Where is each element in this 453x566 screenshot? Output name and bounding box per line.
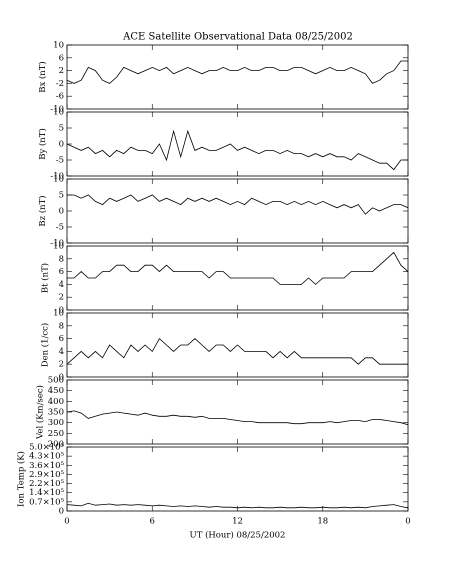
y-axis-label: By (nT) <box>37 128 48 160</box>
y-tick-label: 10 <box>53 242 64 252</box>
y-tick-label: 5.0×10⁵ <box>29 443 64 453</box>
y-axis-label: Vel (Km/sec) <box>34 385 45 440</box>
y-tick-label: 8 <box>59 254 64 264</box>
panel-frame <box>66 178 409 244</box>
panel-frame <box>66 44 409 110</box>
y-tick-label: 2 <box>59 66 64 76</box>
y-tick-label: 6 <box>59 267 64 277</box>
y-axis-label: Bt (nT) <box>40 263 51 293</box>
x-tick-label: 18 <box>317 517 328 527</box>
y-tick-label: 0 <box>59 373 64 383</box>
y-tick-label: 450 <box>48 386 64 396</box>
y-tick-label: 10 <box>53 309 64 319</box>
y-tick-label: 6 <box>59 53 64 63</box>
y-tick-label: 0 <box>59 207 64 217</box>
y-tick-label: -5 <box>56 223 64 233</box>
y-tick-label: 2 <box>59 360 64 370</box>
data-line <box>66 337 408 365</box>
x-tick-label: 0 <box>64 517 69 527</box>
y-tick-label: 10 <box>53 41 64 51</box>
y-tick-label: 500 <box>48 376 64 386</box>
y-tick-label: 4 <box>59 347 64 357</box>
y-tick-label: 0 <box>59 140 64 150</box>
y-tick-label: 4 <box>59 280 64 290</box>
y-tick-label: 1.4×10⁵ <box>29 488 64 498</box>
y-tick-label: 250 <box>48 429 64 439</box>
y-tick-label: -6 <box>56 92 64 102</box>
y-tick-label: 10 <box>53 108 64 118</box>
x-tick-label: 6 <box>150 517 155 527</box>
data-line <box>66 502 409 509</box>
y-tick-label: 5 <box>59 191 64 201</box>
y-tick-label: 6 <box>59 334 64 344</box>
x-tick-label: 0 <box>405 517 410 527</box>
y-tick-label: 3.6×10⁵ <box>29 461 64 471</box>
x-tick-label: 12 <box>232 517 243 527</box>
y-tick-label: 0 <box>59 507 64 517</box>
y-axis-label: Den (1/cc) <box>40 323 51 367</box>
y-tick-label: 10 <box>53 175 64 185</box>
data-line <box>67 251 409 285</box>
y-tick-label: 300 <box>48 418 64 428</box>
y-tick-label: 400 <box>48 397 64 407</box>
y-tick-label: -10 <box>50 105 64 115</box>
y-tick-label: -10 <box>50 239 64 249</box>
y-axis-label: Ion Temp (K) <box>16 451 27 507</box>
data-line <box>66 60 408 84</box>
data-line <box>66 410 409 426</box>
panel-frame <box>66 446 409 512</box>
y-tick-label: -5 <box>56 156 64 166</box>
y-tick-label: 350 <box>48 408 64 418</box>
y-tick-label: -2 <box>56 79 64 89</box>
y-tick-label: 200 <box>48 440 64 450</box>
y-tick-label: 5 <box>59 124 64 134</box>
data-line <box>67 194 409 215</box>
y-tick-label: 2.2×10⁵ <box>29 479 64 489</box>
y-tick-label: 2 <box>59 293 64 303</box>
y-tick-label: -10 <box>50 172 64 182</box>
y-tick-label: 8 <box>59 321 64 331</box>
chart-title: ACE Satellite Observational Data 08/25/2… <box>122 32 353 43</box>
y-tick-label: 0 <box>59 306 64 316</box>
y-axis-label: Bx (nT) <box>37 61 48 93</box>
y-tick-label: 2.9×10⁵ <box>29 470 64 480</box>
y-tick-label: 4.3×10⁵ <box>29 452 64 462</box>
panel-frame <box>66 111 409 177</box>
x-axis-label: UT (Hour) 08/25/2002 <box>190 530 286 541</box>
y-axis-label: Bz (nT) <box>37 195 48 226</box>
data-line <box>66 129 408 171</box>
y-tick-label: 0.7×10⁵ <box>29 497 64 507</box>
